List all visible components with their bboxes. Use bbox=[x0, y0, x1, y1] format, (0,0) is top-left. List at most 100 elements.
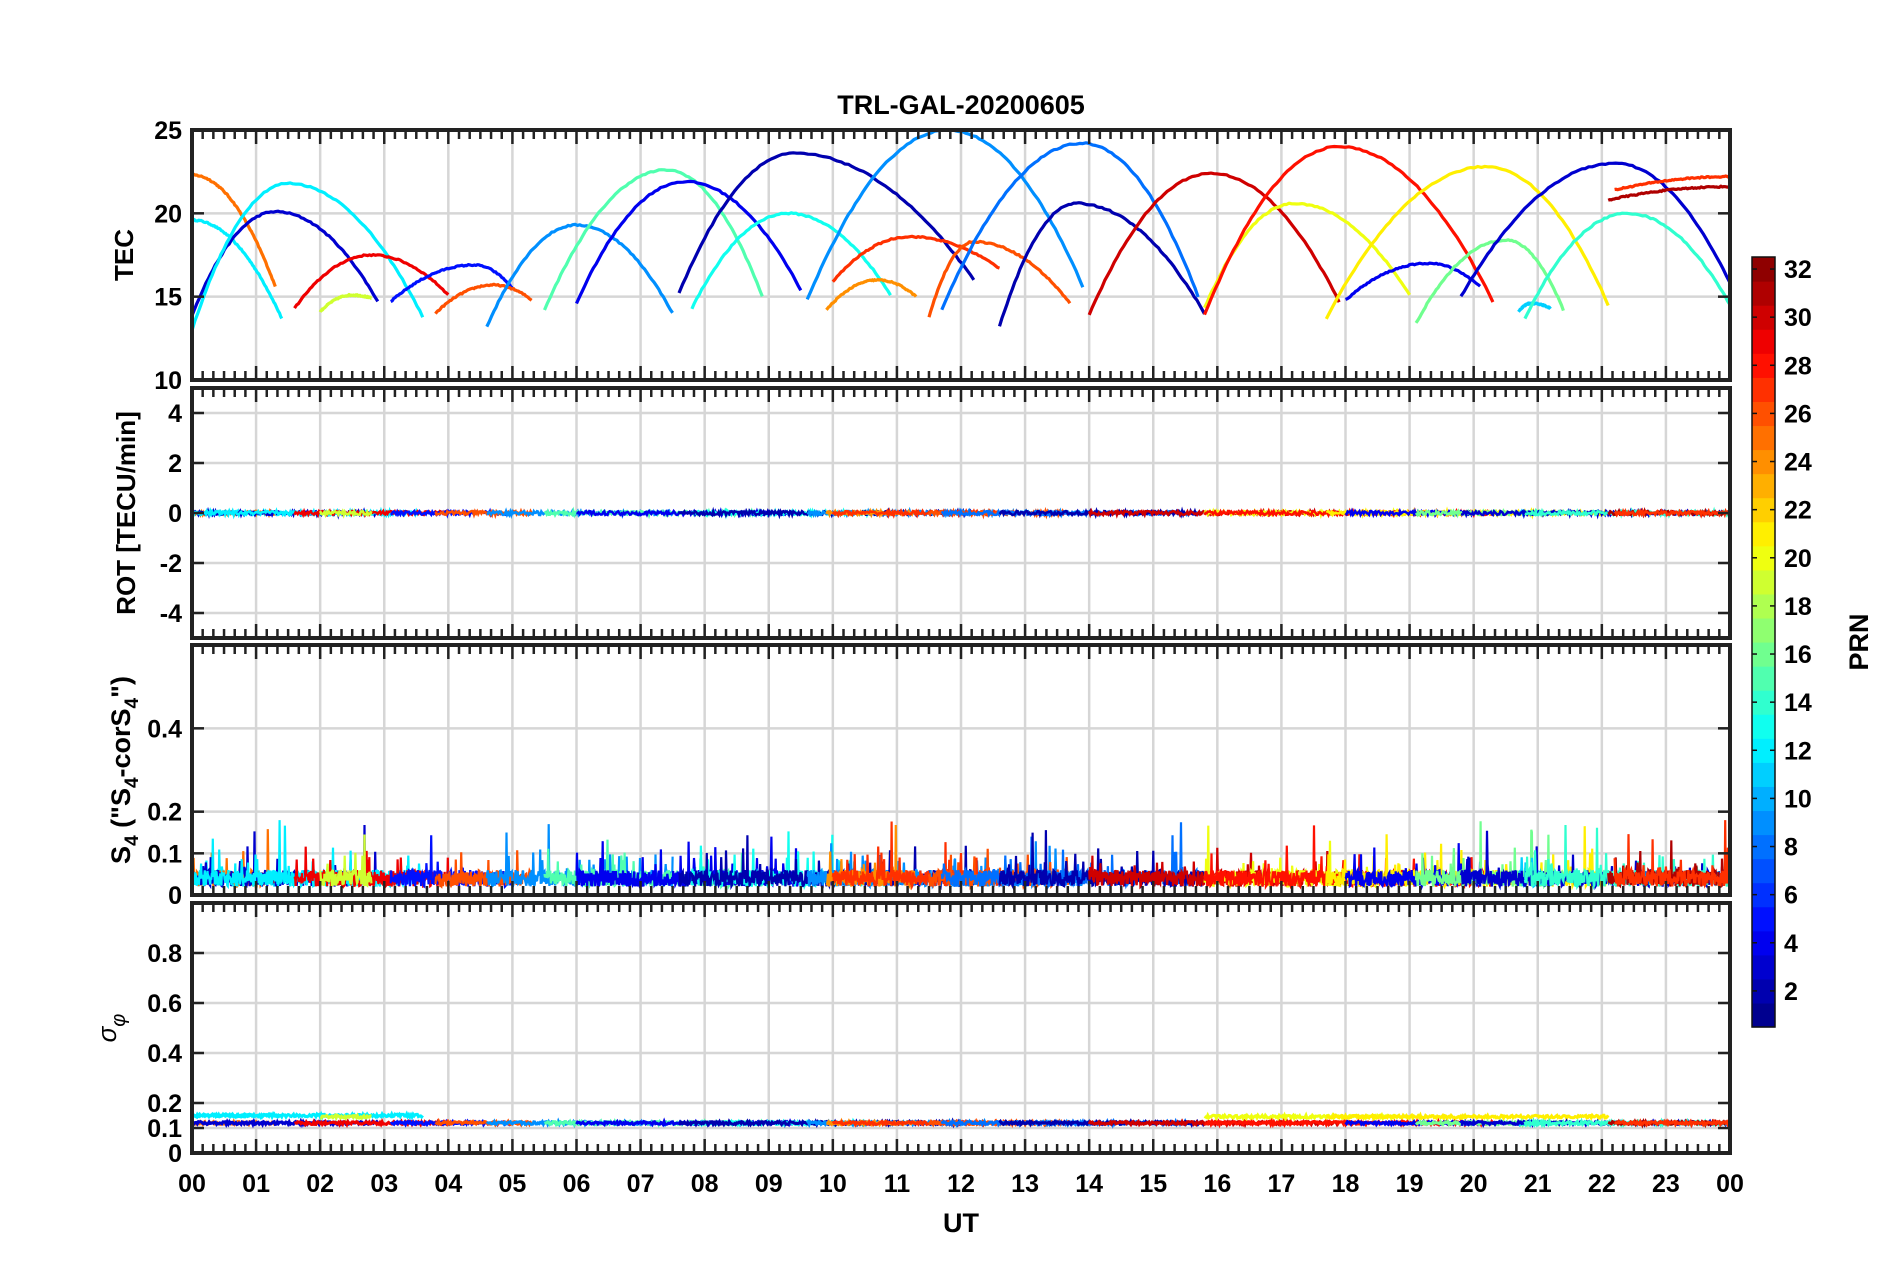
colorbar-band bbox=[1752, 666, 1775, 691]
sigma-ytick-label: 0.4 bbox=[147, 1040, 182, 1068]
x-tick-label: 04 bbox=[434, 1170, 462, 1198]
panel-s4: 0 0.1 0.2 0.4 S4 ("S4-corS4") bbox=[106, 643, 1732, 910]
colorbar-band bbox=[1752, 497, 1775, 523]
panel-tec: 10 15 20 25 TEC bbox=[109, 117, 1732, 395]
s4-ylabel: S4 ("S4-corS4") bbox=[106, 676, 143, 864]
tec-arc-19 bbox=[1087, 171, 1341, 316]
tec-ylabel: TEC bbox=[109, 229, 139, 281]
colorbar-band bbox=[1752, 738, 1775, 763]
s4-series-5 bbox=[319, 834, 373, 888]
x-axis-label: UT bbox=[943, 1208, 979, 1238]
tec-arc-7 bbox=[434, 282, 533, 315]
tec-arc-9 bbox=[543, 168, 764, 311]
colorbar-band bbox=[1752, 617, 1775, 643]
sigma-series bbox=[192, 1110, 1730, 1129]
colorbar-band bbox=[1752, 257, 1775, 282]
sigma-axes-frame bbox=[190, 901, 1732, 1155]
rot-axes-frame bbox=[190, 386, 1732, 640]
panel-sigma-phi: 00.10.2 0.4 0.6 0.8 σφ bbox=[92, 901, 1732, 1168]
colorbar-band bbox=[1752, 642, 1775, 667]
colorbar-band bbox=[1752, 1002, 1775, 1028]
x-tick-label: 11 bbox=[884, 1170, 911, 1198]
sigma-ytick-label: 0.1 bbox=[147, 1115, 182, 1143]
tec-arc-12 bbox=[677, 151, 976, 294]
tec-ytick-label: 15 bbox=[154, 284, 182, 312]
s4-ytick-label: 0.1 bbox=[147, 840, 182, 868]
colorbar-tick-label: 20 bbox=[1784, 545, 1812, 573]
x-tick-labels: 00 01 02 03 04 05 06 07 08 09 10 11 12 13 14 15 16 17 18 19… bbox=[178, 1170, 1744, 1198]
chart-title: TRL-GAL-20200605 bbox=[837, 90, 1085, 120]
tec-arc-25 bbox=[1517, 301, 1552, 313]
tec-arc-4 bbox=[293, 253, 450, 309]
sigma-ytick-label: 0.8 bbox=[147, 940, 182, 968]
colorbar-tick-label: 30 bbox=[1784, 304, 1812, 332]
tec-arc-21 bbox=[1203, 144, 1495, 316]
sigma-series-5 bbox=[319, 1112, 372, 1122]
tec-arc-14 bbox=[825, 277, 918, 311]
sigma-ytick-label: 0.2 bbox=[147, 1090, 182, 1118]
x-tick-label: 01 bbox=[242, 1170, 270, 1198]
x-tick-label: 02 bbox=[306, 1170, 334, 1198]
colorbar-band bbox=[1752, 449, 1775, 475]
colorbar-tick-label: 14 bbox=[1784, 689, 1812, 717]
colorbar-band bbox=[1752, 425, 1775, 451]
colorbar-band bbox=[1752, 473, 1775, 499]
x-tick-label: 08 bbox=[691, 1170, 719, 1198]
rot-ytick-label: 2 bbox=[168, 450, 182, 478]
colorbar-band bbox=[1752, 978, 1775, 1004]
colorbar-band bbox=[1752, 882, 1775, 908]
s4-axes-frame bbox=[190, 643, 1732, 897]
tec-arc-11 bbox=[690, 211, 892, 310]
colorbar-band bbox=[1752, 377, 1775, 402]
colorbar-tick-label: 12 bbox=[1784, 737, 1812, 765]
tec-arc-0 bbox=[192, 217, 284, 320]
colorbar-band bbox=[1752, 834, 1775, 860]
sigma-ylabel: σφ bbox=[92, 1014, 130, 1043]
colorbar-band bbox=[1752, 569, 1775, 595]
tec-arc-16 bbox=[927, 239, 1072, 318]
colorbar-tick-label: 2 bbox=[1784, 978, 1798, 1006]
tec-arc-3 bbox=[192, 181, 425, 331]
x-tick-label: 10 bbox=[819, 1170, 847, 1198]
x-tick-label: 15 bbox=[1139, 1170, 1167, 1198]
x-tick-label: 06 bbox=[563, 1170, 591, 1198]
tec-arc-26 bbox=[1459, 161, 1730, 298]
colorbar-band bbox=[1752, 954, 1775, 980]
colorbar-band bbox=[1752, 906, 1775, 932]
colorbar-band bbox=[1752, 545, 1775, 571]
tec-arc-6 bbox=[390, 263, 514, 303]
sigma-series-3 bbox=[192, 1110, 424, 1121]
rot-ytick-label: 4 bbox=[168, 400, 182, 428]
colorbar-band bbox=[1752, 810, 1775, 836]
tec-ytick-label: 20 bbox=[154, 200, 182, 228]
rot-ytick-label: -4 bbox=[160, 600, 182, 628]
x-tick-label: 07 bbox=[627, 1170, 655, 1198]
x-tick-label: 13 bbox=[1011, 1170, 1039, 1198]
x-tick-label: 14 bbox=[1075, 1170, 1103, 1198]
colorbar-frame bbox=[1751, 256, 1776, 1028]
s4-ytick-label: 0 bbox=[168, 882, 182, 910]
x-tick-label: 00 bbox=[1716, 1170, 1744, 1198]
rot-ytick-label: 0 bbox=[168, 500, 182, 528]
x-tick-label: 03 bbox=[370, 1170, 398, 1198]
x-tick-label: 21 bbox=[1524, 1170, 1552, 1198]
tec-arc-18 bbox=[997, 201, 1206, 327]
colorbar-band bbox=[1752, 762, 1775, 787]
sigma-ytick-label: 0 bbox=[168, 1140, 182, 1168]
rot-series-15 bbox=[831, 507, 1001, 519]
tec-arc-29 bbox=[1614, 174, 1730, 192]
tec-arc-27 bbox=[1523, 211, 1730, 320]
colorbar-band bbox=[1752, 690, 1775, 715]
x-tick-label: 22 bbox=[1588, 1170, 1616, 1198]
rot-ylabel: ROT [TECU/min] bbox=[111, 411, 141, 615]
colorbar-tick-label: 26 bbox=[1784, 400, 1812, 428]
colorbar-band bbox=[1752, 305, 1775, 330]
colorbar-band bbox=[1752, 714, 1775, 739]
sigma-series-22 bbox=[1325, 1111, 1610, 1123]
tec-arc-23 bbox=[1344, 261, 1482, 301]
tec-series bbox=[192, 130, 1730, 331]
rot-series-5 bbox=[319, 507, 373, 519]
sigma-ytick-label: 0.6 bbox=[147, 990, 182, 1018]
x-tick-label: 17 bbox=[1268, 1170, 1296, 1198]
x-tick-label: 23 bbox=[1652, 1170, 1680, 1198]
